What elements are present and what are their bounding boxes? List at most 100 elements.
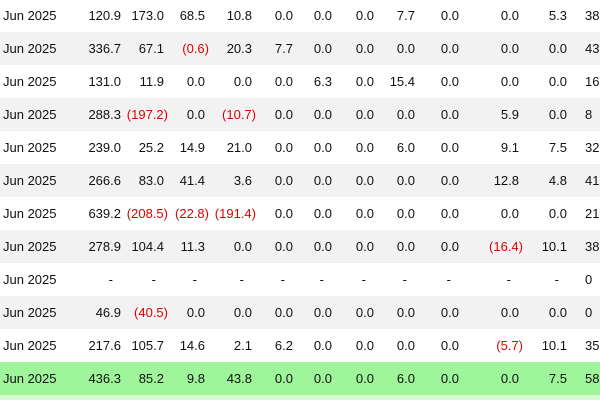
value-cell: 0.0	[274, 371, 293, 386]
value-cell: 0.0	[396, 338, 415, 353]
date-cell: Jun 2025	[3, 74, 57, 89]
value-cell: 0.0	[355, 206, 374, 221]
table-row: Jun 2025 - - - - - - - - - - - 0	[0, 263, 600, 296]
value-cell: -	[108, 272, 113, 287]
table-row: Jun 2025 217.6 105.7 14.6 2.1 6.2 0.0 0.0 0.0 0.0…	[0, 329, 600, 362]
value-cell: 7.5	[548, 140, 567, 155]
value-cell: 0.0	[396, 173, 415, 188]
value-cell: 67.1	[138, 41, 164, 56]
value-cell: 0.0	[313, 41, 332, 56]
value-cell: 14.9	[179, 140, 205, 155]
value-cell: (16.4)	[489, 239, 523, 254]
table-row: Jun 2025 336.7 67.1 (0.6) 20.3 7.7 0.0 0.0 0.0 0.…	[0, 32, 600, 65]
value-cell: 41.4	[179, 173, 205, 188]
value-cell: 0.0	[355, 173, 374, 188]
value-cell: 0.0	[313, 173, 332, 188]
value-cell: 0.0	[440, 41, 459, 56]
value-cell: 2.1	[233, 338, 252, 353]
value-cell: 120.9	[88, 8, 121, 23]
value-cell: 0.0	[313, 239, 332, 254]
value-cell: 0.0	[233, 239, 252, 254]
value-cell: 0.0	[313, 206, 332, 221]
value-cell: 0.0	[313, 140, 332, 155]
value-cell: 0.0	[274, 206, 293, 221]
date-cell: Jun 2025	[3, 272, 57, 287]
value-cell: 0.0	[186, 305, 205, 320]
value-cell: 288.3	[88, 107, 121, 122]
value-cell: 0.0	[440, 74, 459, 89]
value-cell: 0.0	[396, 107, 415, 122]
value-cell: 0.0	[313, 371, 332, 386]
value-cell: -	[361, 272, 366, 287]
value-cell: 0.0	[274, 239, 293, 254]
value-cell: 85.2	[138, 371, 164, 386]
value-cell: 21	[585, 206, 600, 221]
date-cell: Jun 2025	[3, 8, 57, 23]
value-cell: 217.6	[88, 338, 121, 353]
value-cell: 0.0	[440, 206, 459, 221]
value-cell: 0.0	[500, 8, 519, 23]
value-cell: -	[402, 272, 407, 287]
value-cell: 0.0	[274, 8, 293, 23]
date-cell: Jun 2025	[3, 107, 57, 122]
value-cell: 12.8	[493, 173, 519, 188]
table-row: Jun 2025 278.9 104.4 11.3 0.0 0.0 0.0 0.0 0.0 0.0…	[0, 230, 600, 263]
value-cell: 0.0	[355, 74, 374, 89]
value-cell: 6.2	[274, 338, 293, 353]
value-cell: 11.9	[139, 74, 164, 89]
value-cell: 0.0	[274, 140, 293, 155]
value-cell: 0.0	[396, 206, 415, 221]
value-cell: 131.0	[88, 74, 121, 89]
value-cell: 0.0	[355, 8, 374, 23]
value-cell: 21.0	[226, 140, 252, 155]
value-cell: 9.8	[186, 371, 205, 386]
value-cell: 0.0	[233, 305, 252, 320]
value-cell: 105.7	[131, 338, 164, 353]
date-cell: Jun 2025	[3, 206, 57, 221]
value-cell: (40.5)	[134, 305, 168, 320]
value-cell: 0.0	[355, 41, 374, 56]
value-cell: 10.8	[226, 8, 252, 23]
date-cell: Jun 2025	[3, 41, 57, 56]
value-cell: 14.6	[179, 338, 205, 353]
value-cell: -	[446, 272, 451, 287]
value-cell: 3.6	[233, 173, 252, 188]
value-cell: 15.4	[389, 74, 415, 89]
table-row: Jun 2025 239.0 25.2 14.9 21.0 0.0 0.0 0.0 6.0 0.0…	[0, 131, 600, 164]
value-cell: 0.0	[396, 305, 415, 320]
value-cell: 0.0	[548, 305, 567, 320]
value-cell: 0.0	[186, 107, 205, 122]
value-cell: 0.0	[396, 239, 415, 254]
value-cell: 46.9	[95, 305, 121, 320]
value-cell: 0.0	[396, 41, 415, 56]
value-cell: 0.0	[500, 41, 519, 56]
table-row: Jun 2025 120.9 173.0 68.5 10.8 0.0 0.0 0.0 7.7 0.…	[0, 0, 600, 32]
value-cell: 0.0	[548, 74, 567, 89]
value-cell: 6.0	[396, 371, 415, 386]
date-cell: Jun 2025	[3, 371, 57, 386]
value-cell: 43	[585, 41, 600, 56]
value-cell: 0.0	[313, 305, 332, 320]
value-cell: 239.0	[88, 140, 121, 155]
value-cell: 0	[585, 305, 593, 320]
value-cell: 16	[585, 74, 600, 89]
value-cell: 639.2	[88, 206, 121, 221]
value-cell: 0.0	[548, 41, 567, 56]
value-cell: 0.0	[500, 74, 519, 89]
date-cell: Jun 2025	[3, 338, 57, 353]
value-cell: 0.0	[313, 8, 332, 23]
value-cell: 0.0	[440, 8, 459, 23]
value-cell: 0.0	[355, 338, 374, 353]
value-cell: 10.1	[541, 239, 567, 254]
value-cell: 0.0	[274, 173, 293, 188]
table-row: Jun 2025 639.2 (208.5) (22.8) (191.4) 0.0 0.0 0…	[0, 197, 600, 230]
value-cell: 0.0	[440, 140, 459, 155]
value-cell: 6.3	[313, 74, 332, 89]
value-cell: -	[280, 272, 285, 287]
value-cell: (197.2)	[126, 107, 168, 122]
table-row: Jun 2025 266.6 83.0 41.4 3.6 0.0 0.0 0.0 0.0 0.0 1…	[0, 164, 600, 197]
value-cell: 0.0	[440, 107, 459, 122]
value-cell: 58	[585, 371, 600, 386]
date-cell: Jun 2025	[3, 305, 57, 320]
